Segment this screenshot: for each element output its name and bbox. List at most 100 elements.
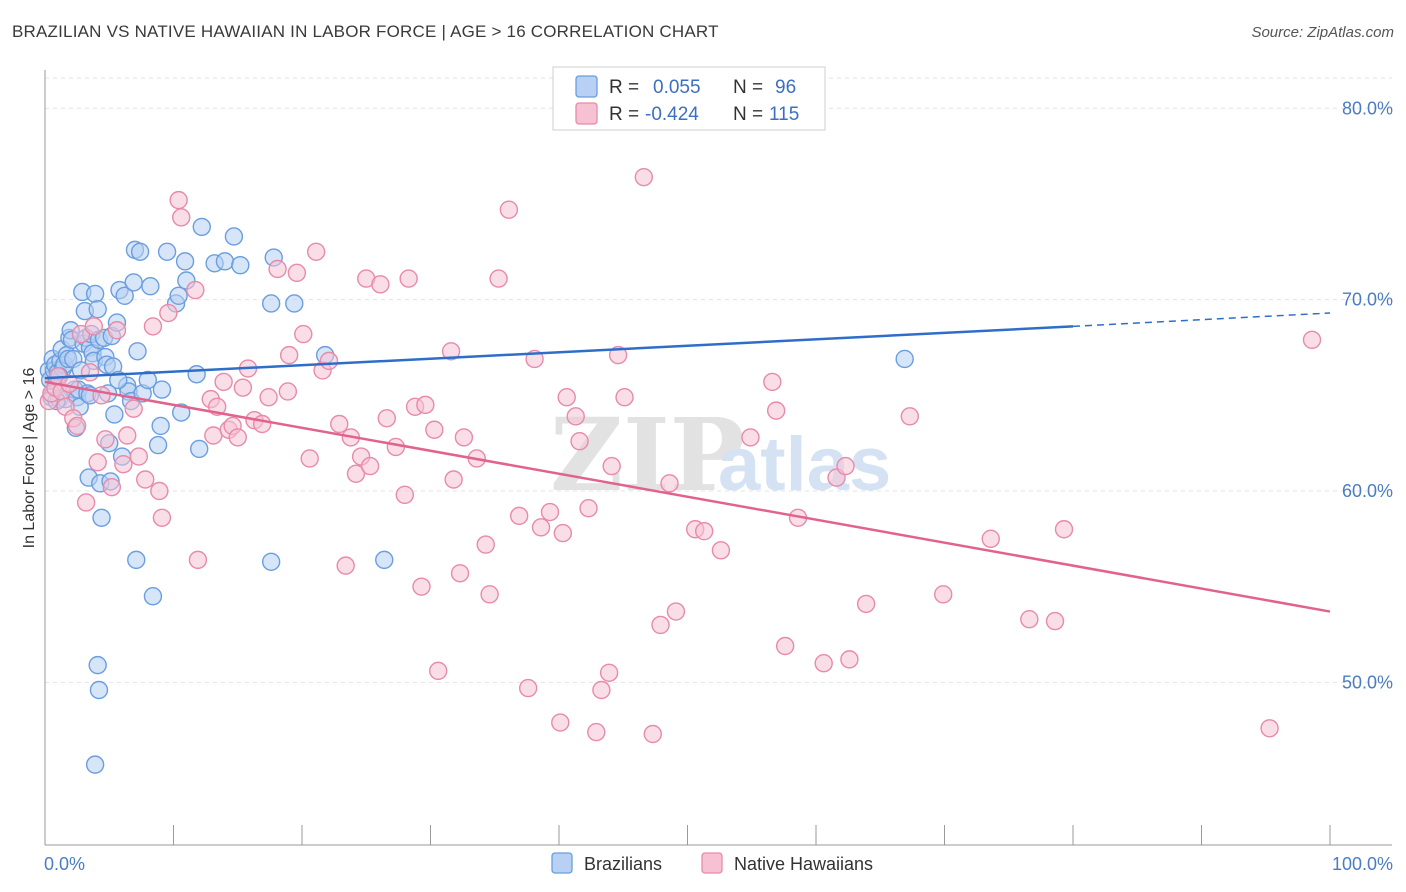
- native-hawaiian-point: [476, 535, 495, 554]
- native-hawaiian-point: [900, 407, 920, 426]
- native-hawaiian-point: [319, 351, 339, 371]
- native-hawaiian-point: [981, 529, 1000, 549]
- native-hawaiian-point: [1020, 609, 1039, 629]
- native-hawaiian-point: [159, 303, 178, 323]
- native-hawaiian-point: [695, 521, 714, 541]
- native-hawaiian-point: [570, 432, 589, 451]
- brazilian-point: [151, 416, 170, 436]
- native-hawaiian-point: [360, 456, 380, 476]
- brazilian-point: [261, 552, 281, 571]
- native-hawaiian-point: [615, 388, 634, 407]
- brazilian-point: [175, 252, 195, 271]
- native-hawaiian-point: [386, 437, 406, 457]
- native-hawaiian-point: [279, 345, 299, 365]
- series-legend: Brazilians Native Hawaiians: [551, 852, 873, 874]
- native-hawaiian-point: [814, 654, 833, 673]
- stats-legend-box: [552, 66, 826, 131]
- stats-swatch-blue: [575, 75, 598, 98]
- series-native-hawaiians-points: [39, 167, 1322, 744]
- stats-n-value-1: 96: [775, 77, 796, 98]
- native-hawaiian-point: [425, 420, 444, 439]
- trend-line-brazilians-extension: [1072, 312, 1331, 328]
- native-hawaiian-point: [294, 324, 313, 344]
- native-hawaiian-point: [634, 167, 654, 187]
- brazilian-point: [88, 299, 107, 319]
- native-hawaiian-point: [330, 414, 349, 434]
- y-tick-label-80: 80.0%: [1342, 98, 1393, 118]
- native-hawaiian-point: [763, 372, 782, 392]
- native-hawaiian-point: [587, 722, 606, 742]
- stats-n-label-2: N =: [733, 104, 763, 125]
- brazilian-point: [192, 217, 211, 237]
- native-hawaiian-point: [80, 363, 100, 382]
- native-hawaiian-point: [775, 636, 795, 656]
- native-hawaiian-point: [259, 388, 278, 407]
- native-hawaiian-point: [444, 470, 463, 489]
- brazilian-point: [124, 273, 143, 292]
- brazilian-point: [128, 342, 147, 361]
- native-hawaiian-point: [499, 200, 519, 219]
- brazilian-point: [92, 508, 111, 527]
- native-hawaiian-point: [518, 678, 538, 698]
- legend-swatch-native-hawaiians: [701, 852, 723, 874]
- native-hawaiian-point: [124, 399, 143, 418]
- native-hawaiian-point: [643, 724, 663, 744]
- brazilian-point: [127, 550, 146, 570]
- y-axis-label: In Labor Force | Age > 16: [21, 368, 38, 549]
- brazilian-point: [224, 227, 244, 246]
- trend-lines: [44, 312, 1331, 613]
- brazilian-point: [189, 439, 209, 459]
- native-hawaiian-point: [666, 602, 686, 621]
- native-hawaiian-point: [608, 345, 628, 365]
- native-hawaiian-point: [934, 585, 953, 604]
- native-hawaiian-point: [1260, 719, 1279, 738]
- native-hawaiian-point: [741, 428, 760, 447]
- legend-label-brazilians: Brazilians: [584, 854, 662, 874]
- brazilian-point: [130, 242, 150, 261]
- brazilian-point: [85, 284, 105, 304]
- native-hawaiian-point: [152, 508, 172, 527]
- native-hawaiian-point: [88, 453, 107, 472]
- stats-r-value-2: -0.424: [645, 104, 699, 125]
- stats-r-value-1: 0.055: [653, 77, 701, 98]
- native-hawaiian-point: [441, 342, 461, 361]
- native-hawaiian-point: [300, 449, 319, 468]
- native-hawaiian-point: [214, 372, 233, 392]
- native-hawaiian-point: [553, 523, 573, 543]
- native-hawaiian-point: [268, 259, 287, 279]
- native-hawaiian-point: [143, 317, 163, 336]
- native-hawaiian-point: [102, 477, 122, 497]
- native-hawaiian-point: [336, 556, 355, 575]
- brazilian-point: [152, 380, 172, 399]
- source-label: Source: ZipAtlas.com: [1251, 24, 1394, 41]
- brazilian-point: [138, 370, 158, 390]
- brazilian-point: [215, 252, 235, 271]
- axes: [44, 70, 1392, 846]
- native-hawaiian-point: [1045, 611, 1065, 631]
- brazilian-point: [285, 294, 304, 313]
- native-hawaiian-point: [204, 426, 223, 445]
- brazilian-point: [143, 587, 163, 606]
- native-hawaiian-point: [107, 321, 127, 340]
- native-hawaiian-point: [840, 650, 859, 669]
- native-hawaiian-point: [551, 713, 570, 732]
- brazilian-point: [169, 286, 188, 306]
- stats-r-label-1: R =: [609, 77, 639, 98]
- native-hawaiian-point: [557, 388, 576, 407]
- y-tick-label-50: 50.0%: [1342, 672, 1393, 692]
- native-hawaiian-point: [252, 414, 272, 434]
- native-hawaiian-point: [278, 382, 298, 401]
- brazilian-point: [148, 435, 168, 455]
- native-hawaiian-point: [377, 409, 397, 428]
- native-hawaiian-point: [67, 416, 87, 436]
- native-hawaiian-point: [454, 428, 474, 447]
- native-hawaiian-point: [186, 280, 205, 300]
- native-hawaiian-point: [306, 242, 326, 261]
- y-tick-label-70: 70.0%: [1342, 290, 1393, 310]
- native-hawaiian-point: [188, 550, 208, 570]
- native-hawaiian-point: [599, 663, 619, 682]
- native-hawaiian-point: [233, 378, 253, 397]
- native-hawaiian-point: [228, 428, 247, 447]
- series-brazilians-points: [39, 217, 914, 774]
- stats-swatch-pink: [575, 102, 598, 125]
